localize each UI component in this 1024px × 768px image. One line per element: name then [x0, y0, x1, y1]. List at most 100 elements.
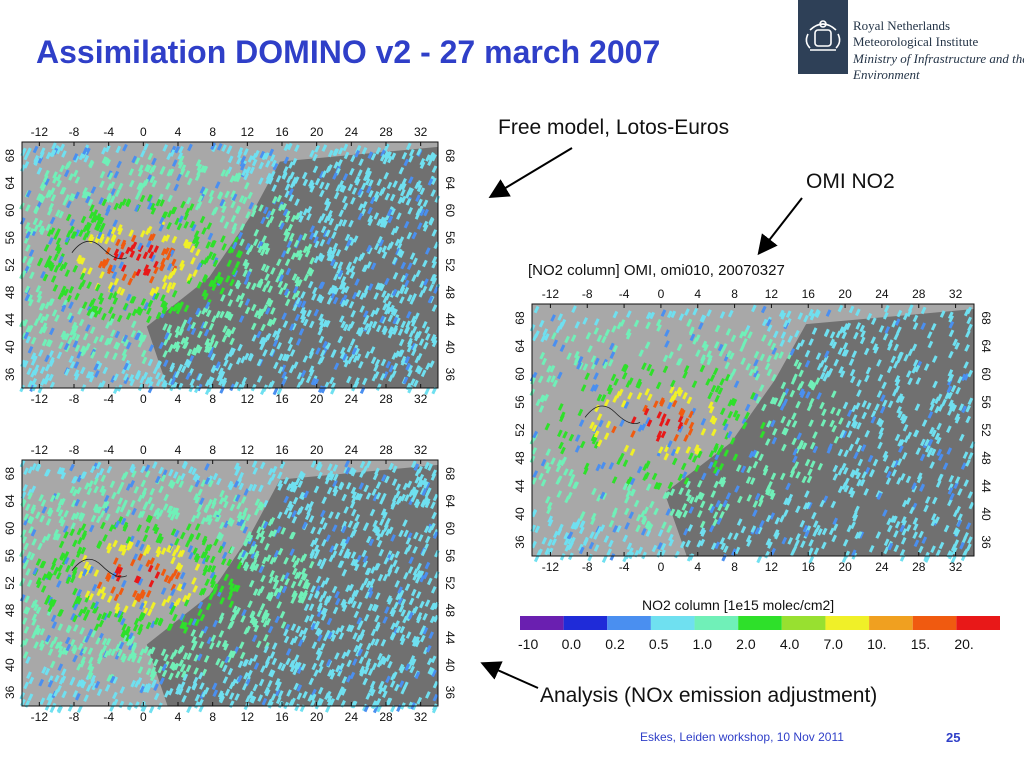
data-cell — [531, 540, 537, 549]
data-cell — [265, 332, 272, 341]
data-cell — [568, 468, 574, 477]
data-cell — [262, 349, 268, 357]
data-cell — [101, 198, 108, 207]
data-cell — [200, 517, 207, 525]
data-cell — [551, 332, 557, 340]
data-cell — [792, 455, 798, 464]
data-cell — [298, 629, 305, 638]
data-cell — [363, 613, 370, 622]
data-cell — [927, 447, 934, 455]
data-cell — [190, 321, 197, 330]
data-cell — [422, 220, 429, 229]
data-cell — [264, 273, 270, 281]
data-cell — [201, 274, 208, 282]
data-cell — [95, 637, 101, 645]
data-cell — [622, 459, 629, 468]
data-cell — [398, 250, 405, 259]
data-cell — [405, 382, 412, 391]
data-cell — [39, 366, 46, 375]
data-cell — [657, 529, 664, 537]
data-cell — [77, 642, 84, 651]
data-cell — [153, 692, 160, 701]
data-cell — [154, 475, 161, 484]
data-cell — [426, 577, 433, 586]
data-cell — [110, 648, 117, 657]
data-cell — [870, 416, 877, 424]
data-cell — [550, 314, 556, 322]
data-cell — [723, 545, 729, 554]
data-cell — [98, 297, 105, 305]
data-cell — [957, 513, 963, 522]
data-cell — [854, 505, 860, 514]
data-cell — [545, 466, 552, 474]
data-cell — [367, 320, 374, 329]
data-cell — [204, 477, 211, 485]
data-cell — [53, 529, 60, 537]
data-cell — [33, 641, 39, 649]
data-cell — [206, 564, 213, 573]
data-cell — [190, 629, 197, 637]
data-cell — [419, 187, 426, 196]
data-cell — [61, 150, 67, 158]
data-cell — [287, 343, 293, 352]
data-cell — [191, 681, 198, 690]
lon-tick-label: 4 — [175, 392, 182, 406]
data-cell — [593, 318, 600, 326]
data-cell — [766, 324, 773, 332]
data-cell — [88, 566, 94, 574]
data-cell — [778, 309, 785, 318]
data-cell — [771, 436, 778, 445]
data-cell — [390, 207, 396, 216]
data-cell — [764, 362, 771, 371]
data-cell — [798, 380, 805, 389]
data-cell — [260, 323, 266, 332]
data-cell — [101, 501, 108, 509]
data-cell — [202, 568, 208, 577]
data-cell — [795, 505, 801, 514]
data-cell — [809, 381, 815, 389]
data-cell — [582, 467, 589, 475]
data-cell — [924, 445, 931, 453]
data-cell — [897, 410, 903, 419]
data-cell — [73, 155, 80, 163]
data-cell — [265, 307, 271, 315]
data-cell — [886, 470, 892, 479]
data-cell — [550, 375, 556, 383]
data-cell — [81, 532, 87, 541]
data-cell — [190, 223, 197, 232]
data-cell — [221, 205, 227, 214]
data-cell — [431, 511, 437, 520]
data-cell — [55, 209, 61, 218]
data-cell — [349, 530, 356, 539]
data-cell — [103, 505, 110, 514]
data-cell — [83, 561, 90, 569]
data-cell — [353, 176, 360, 184]
data-cell — [832, 464, 839, 473]
data-cell — [206, 636, 213, 645]
data-cell — [770, 472, 777, 481]
data-cell — [130, 679, 137, 688]
data-cell — [770, 492, 776, 501]
data-cell — [332, 606, 339, 615]
data-cell — [340, 185, 347, 193]
data-cell — [19, 594, 26, 602]
data-cell — [283, 507, 290, 516]
data-cell — [423, 481, 429, 489]
colorbar-segment — [607, 616, 651, 630]
data-cell — [402, 376, 409, 385]
data-cell — [218, 276, 224, 285]
data-cell — [427, 295, 434, 304]
data-cell — [926, 331, 933, 339]
data-cell — [313, 308, 320, 317]
data-cell — [289, 637, 296, 646]
data-cell — [113, 593, 120, 602]
data-cell — [58, 210, 65, 219]
data-cell — [686, 318, 693, 327]
data-cell — [46, 699, 53, 707]
data-cell — [843, 323, 849, 331]
data-cell — [279, 461, 286, 469]
data-cell — [364, 167, 371, 175]
data-cell — [540, 334, 547, 343]
data-cell — [555, 477, 562, 485]
data-cell — [318, 659, 325, 668]
